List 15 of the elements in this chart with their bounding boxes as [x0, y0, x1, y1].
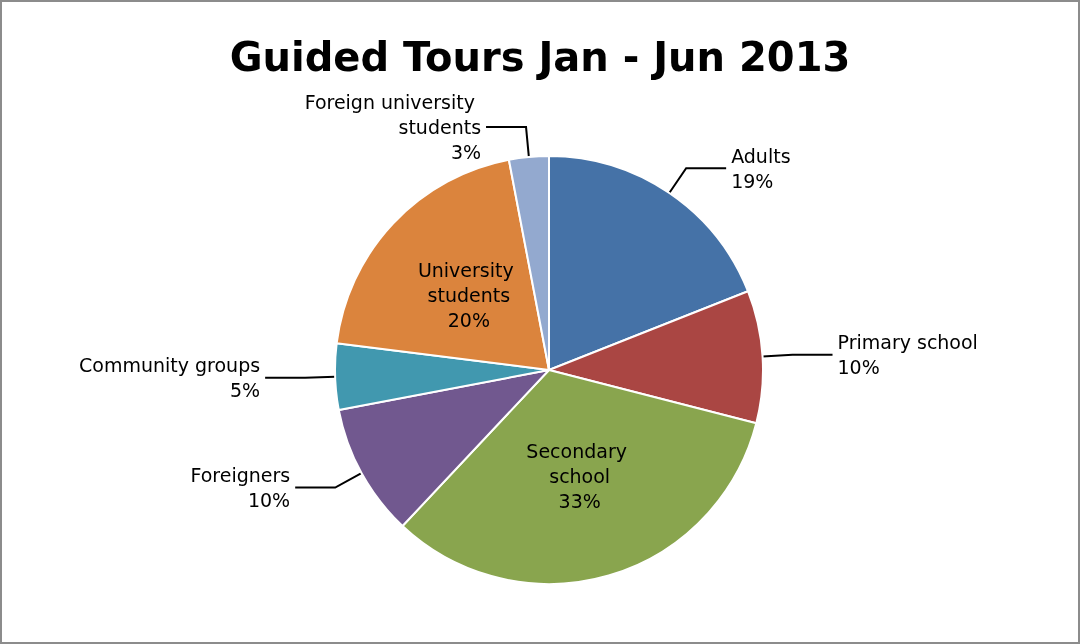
slice-label: Foreigners: [190, 464, 291, 487]
data-label: 19%: [731, 169, 774, 192]
data-label: 33%: [558, 489, 601, 512]
data-label: 5%: [229, 379, 261, 402]
slice-label: Primary school: [837, 331, 978, 354]
slice-label: Community groups: [79, 354, 261, 377]
data-label: 3%: [450, 141, 482, 164]
slice-label: Secondary school: [526, 439, 634, 487]
slice-label: Adults: [731, 144, 791, 167]
data-label: 10%: [837, 356, 880, 379]
chart-title: Guided Tours Jan - Jun 2013: [229, 34, 851, 80]
slice-label: Foreign university students: [304, 91, 482, 139]
data-label: 20%: [447, 308, 490, 331]
data-label: 10%: [247, 489, 291, 512]
slice-label: University students: [417, 258, 520, 306]
